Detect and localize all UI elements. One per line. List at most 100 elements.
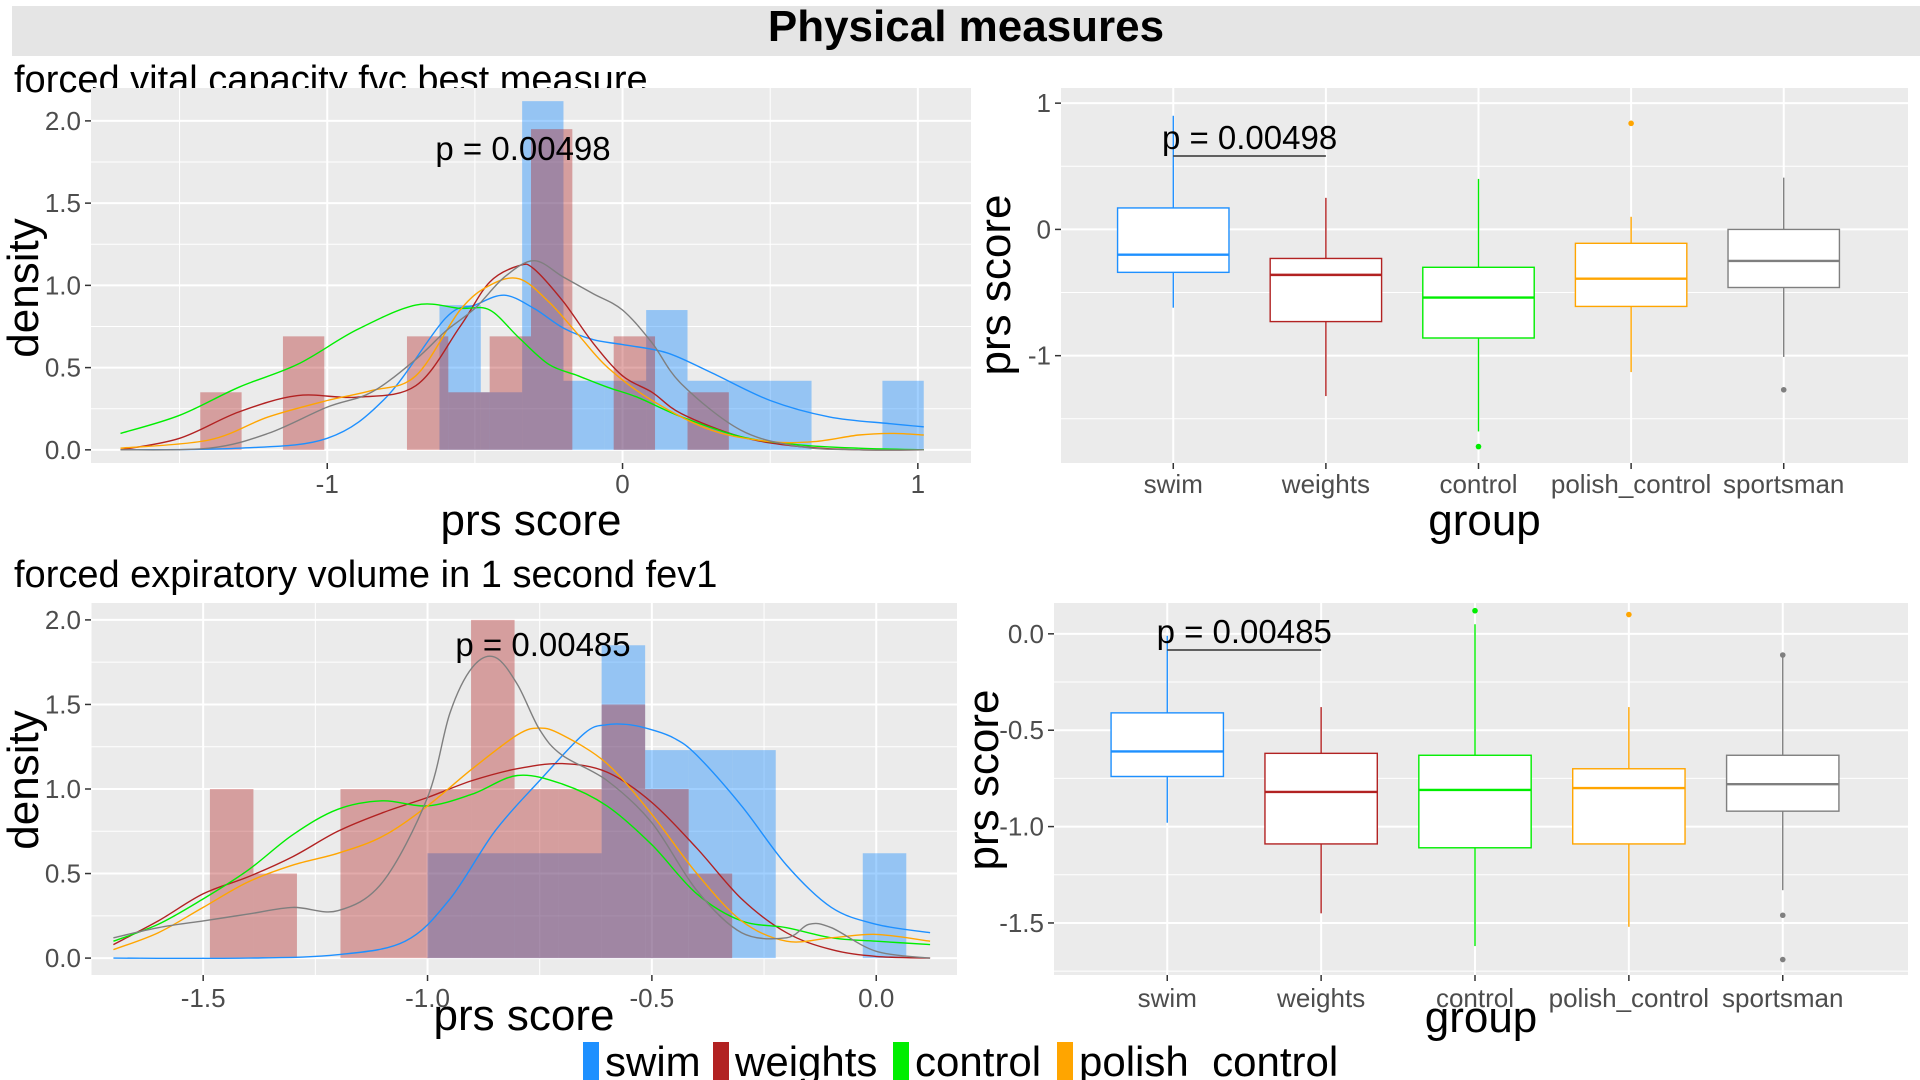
x-axis-label: prs score bbox=[441, 496, 622, 545]
histogram-bar-weights bbox=[340, 789, 385, 959]
x-tick-label: sportsman bbox=[1722, 983, 1843, 1013]
box-swim bbox=[1110, 712, 1225, 778]
plots-layer: -1 0 1 0.0 0.5 1.0 1.5 2.0 p = 0.00498 prs score d… bbox=[0, 88, 1908, 1042]
y-axis-label: density bbox=[0, 218, 48, 357]
box-swim bbox=[1116, 207, 1230, 274]
legend-label-polish_control: polish_control bbox=[1079, 1038, 1338, 1080]
histogram-bar-swim bbox=[439, 305, 481, 450]
legend-label-swim: swim bbox=[605, 1038, 701, 1080]
histogram-bar-swim bbox=[522, 101, 564, 450]
y-tick-label: 1.0 bbox=[45, 774, 81, 804]
x-axis-label: prs score bbox=[434, 991, 615, 1040]
y-tick-label: 1.5 bbox=[45, 188, 81, 218]
box-sportsman bbox=[1727, 228, 1841, 289]
x-tick-label: weights bbox=[1281, 469, 1370, 499]
y-axis-label: prs score bbox=[971, 195, 1020, 376]
y-tick-label: 0.5 bbox=[45, 859, 81, 889]
outlier-point-polish_control bbox=[1628, 120, 1634, 127]
boxplot-panel-1: swim weights control polish_control sportsma… bbox=[971, 88, 1908, 545]
x-tick-label: -0.5 bbox=[629, 983, 674, 1013]
histogram-bar-weights bbox=[471, 619, 515, 959]
histogram-bar-weights bbox=[209, 789, 254, 959]
figure-title-strip bbox=[12, 6, 1920, 56]
legend-swatch-polish_control bbox=[1057, 1042, 1073, 1080]
density-curve-polish_control bbox=[113, 727, 931, 951]
histogram-bar-weights bbox=[514, 789, 559, 959]
x-tick-label: swim bbox=[1144, 469, 1203, 499]
x-axis-label: group bbox=[1425, 993, 1538, 1042]
histogram-bar-swim bbox=[770, 380, 812, 450]
outlier-point-control bbox=[1472, 607, 1478, 614]
y-tick-label: -0.5 bbox=[999, 715, 1044, 745]
y-tick-label: 0.0 bbox=[45, 943, 81, 973]
legend-swatch-control bbox=[893, 1042, 909, 1080]
y-tick-label: -1 bbox=[1028, 341, 1051, 371]
histogram-panel-2: -1.5 -1.0 -0.5 0.0 0.0 0.5 1.0 1.5 2.0 p = 0.0048… bbox=[0, 603, 957, 1040]
histogram-bar-weights bbox=[253, 873, 297, 959]
figure-legend: swim weights control polish_control bbox=[583, 1038, 1338, 1080]
y-axis-label: prs score bbox=[959, 690, 1008, 871]
panel-background bbox=[91, 88, 971, 463]
histogram-bar-swim bbox=[732, 750, 776, 959]
density-curve-swim bbox=[113, 723, 931, 960]
density-curve-sportsman bbox=[120, 259, 924, 451]
x-tick-label: weights bbox=[1276, 983, 1365, 1013]
x-tick-label: -1.0 bbox=[405, 983, 450, 1013]
y-axis-label: density bbox=[0, 710, 48, 849]
density-curve-weights bbox=[113, 762, 931, 959]
x-tick-label: 0 bbox=[615, 469, 629, 499]
x-tick-label: polish_control bbox=[1549, 983, 1709, 1013]
histogram-bar-weights bbox=[384, 789, 428, 959]
figure-title: Physical measures bbox=[768, 2, 1164, 51]
x-tick-label: -1.5 bbox=[181, 983, 226, 1013]
histogram-bar-weights bbox=[613, 336, 656, 450]
density-curve-polish_control bbox=[120, 277, 924, 449]
y-tick-label: 0 bbox=[1037, 214, 1051, 244]
histogram-bar-swim bbox=[882, 380, 924, 450]
histogram-bar-weights bbox=[531, 129, 573, 450]
x-axis-label: group bbox=[1428, 496, 1541, 545]
histogram-bar-swim bbox=[514, 853, 559, 959]
box-polish_control bbox=[1574, 242, 1688, 308]
histogram-bar-weights bbox=[489, 336, 531, 450]
density-curve-sportsman bbox=[113, 655, 931, 959]
histogram-bar-weights bbox=[558, 789, 602, 959]
box-polish_control bbox=[1572, 768, 1686, 845]
y-tick-label: 2.0 bbox=[45, 106, 81, 136]
box-control bbox=[1422, 266, 1535, 339]
boxplot-panel-3: swim weights control polish_control sportsma… bbox=[959, 603, 1908, 1042]
x-tick-label: sportsman bbox=[1723, 469, 1844, 499]
histogram-bar-weights bbox=[448, 392, 490, 450]
p-value-annotation: p = 0.00485 bbox=[1157, 613, 1332, 650]
histogram-bar-weights bbox=[282, 336, 325, 450]
outlier-point-polish_control bbox=[1626, 611, 1632, 618]
p-value-annotation: p = 0.00485 bbox=[455, 626, 630, 663]
fev1-panel-title: forced expiratory volume in 1 second fev… bbox=[14, 554, 717, 596]
x-tick-label: control bbox=[1439, 469, 1517, 499]
histogram-bar-swim bbox=[601, 645, 646, 959]
y-tick-label: 2.0 bbox=[45, 605, 81, 635]
p-value-annotation: p = 0.00498 bbox=[435, 130, 610, 167]
box-control bbox=[1418, 754, 1532, 849]
x-tick-label: swim bbox=[1138, 983, 1197, 1013]
x-tick-label: -1 bbox=[316, 469, 339, 499]
x-tick-label: 0.0 bbox=[858, 983, 894, 1013]
legend-label-weights: weights bbox=[734, 1038, 877, 1080]
y-tick-label: 1.5 bbox=[45, 689, 81, 719]
histogram-bar-swim bbox=[558, 853, 602, 959]
outlier-point-sportsman bbox=[1779, 956, 1786, 963]
legend-label-control: control bbox=[915, 1038, 1041, 1080]
legend-swatch-swim bbox=[583, 1042, 599, 1080]
histogram-bar-swim bbox=[646, 310, 688, 450]
outlier-point-sportsman bbox=[1780, 386, 1787, 393]
histogram-bar-swim bbox=[687, 380, 729, 450]
y-tick-label: -1.5 bbox=[999, 908, 1044, 938]
box-weights bbox=[1264, 752, 1378, 845]
y-tick-label: 0.0 bbox=[1008, 619, 1044, 649]
box-weights bbox=[1269, 257, 1383, 323]
histogram-bar-weights bbox=[688, 873, 733, 959]
histogram-bar-swim bbox=[471, 853, 515, 959]
density-curve-control bbox=[113, 774, 931, 946]
y-tick-label: 0.5 bbox=[45, 353, 81, 383]
histogram-bar-swim bbox=[480, 392, 523, 450]
